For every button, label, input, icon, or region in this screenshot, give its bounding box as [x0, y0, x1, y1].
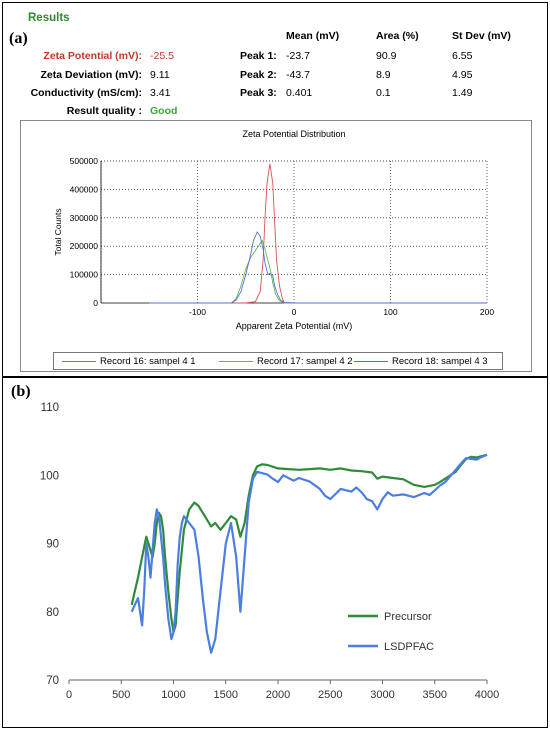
result-quality-label: Result quality :	[66, 105, 142, 117]
panel-b: (b) 0 500 1000 1500 2000 2500 3000 3500 4000 70 80…	[2, 377, 548, 728]
legend-label-record-17: Record 17: sampel 4 2	[257, 356, 353, 367]
y-tick-label: 0	[93, 298, 98, 308]
panel-a: (a) Results Zeta Potential (mV): -25.5 Z…	[2, 2, 548, 377]
panel-b-letter: (b)	[11, 383, 31, 400]
zeta-distribution-legend: Record 16: sampel 4 1 Record 17: sampel …	[53, 352, 503, 370]
y-tick-label: 200000	[70, 241, 99, 251]
legend-swatch-record-18	[354, 360, 388, 362]
x-tick-label: 100	[383, 307, 397, 317]
peak-3-mean: 0.401	[286, 87, 313, 99]
legend-item-record-17: Record 17: sampel 4 2	[219, 356, 353, 367]
y-tick-label: 110	[41, 402, 59, 414]
peak-2-mean: -43.7	[286, 69, 310, 81]
legend-label-lsdpfac: LSDPFAC	[384, 641, 434, 653]
legend-swatch-record-17	[219, 360, 253, 362]
peak-2-stdev: 4.95	[452, 69, 473, 81]
peaks-header-area: Area (%)	[376, 30, 419, 42]
y-tick-label: 80	[46, 607, 59, 619]
series-line-record-17	[149, 239, 487, 304]
zeta-distribution-chart: Zeta Potential Distribution 0 100000 200000…	[20, 120, 532, 372]
x-tick-label: 3500	[423, 689, 447, 701]
y-tick-label: 500000	[70, 156, 99, 166]
legend-swatch-record-16	[62, 360, 96, 362]
peak-1-label: Peak 1:	[240, 50, 277, 62]
peaks-header-mean: Mean (mV)	[286, 30, 340, 42]
x-tick-label: 0	[292, 307, 297, 317]
x-tick-label: 2000	[266, 689, 290, 701]
y-tick-label: 70	[46, 675, 59, 687]
x-tick-label: 500	[112, 689, 130, 701]
peak-1-stdev: 6.55	[452, 50, 473, 62]
panel-a-letter: (a)	[9, 30, 28, 47]
zeta-deviation-value: 9.11	[150, 69, 170, 81]
x-axis-label: Apparent Zeta Potential (mV)	[236, 321, 353, 331]
x-tick-label: 1000	[161, 689, 185, 701]
ftir-chart-svg: 0 500 1000 1500 2000 2500 3000 3500 4000 70 80 90 10…	[40, 402, 499, 701]
peak-3-area: 0.1	[376, 87, 391, 99]
zeta-potential-label: Zeta Potential (mV):	[43, 50, 142, 62]
x-tick-label: 0	[66, 689, 72, 701]
legend-label-precursor: Precursor	[384, 611, 432, 623]
y-tick-label: 100000	[70, 270, 99, 280]
x-tick-label: 1500	[214, 689, 238, 701]
conductivity-value: 3.41	[150, 87, 171, 99]
peak-3-label: Peak 3:	[240, 87, 277, 99]
peak-2-area: 8.9	[376, 69, 391, 81]
series-line-precursor	[130, 453, 488, 634]
peak-1-mean: -23.7	[286, 50, 310, 62]
peak-2-label: Peak 2:	[240, 69, 277, 81]
y-tick-label: 300000	[70, 213, 99, 223]
zeta-distribution-svg: Zeta Potential Distribution 0 100000 200000…	[53, 129, 494, 331]
series-line-lsdpfac	[130, 453, 488, 654]
y-tick-label: 100	[40, 470, 59, 482]
results-title: Results	[28, 12, 70, 24]
x-tick-label: 4000	[475, 689, 499, 701]
result-quality-value: Good	[150, 105, 178, 117]
legend-label-record-16: Record 16: sampel 4 1	[100, 356, 196, 367]
x-tick-label: -100	[189, 307, 206, 317]
peak-1-area: 90.9	[376, 50, 397, 62]
series-line-record-18	[149, 231, 487, 304]
y-tick-label: 400000	[70, 184, 99, 194]
chart-a-title: Zeta Potential Distribution	[242, 129, 345, 139]
x-tick-label: 2500	[318, 689, 342, 701]
legend-item-record-18: Record 18: sampel 4 3	[354, 356, 488, 367]
series-line-record-16	[149, 163, 487, 304]
peak-3-stdev: 1.49	[452, 87, 473, 99]
legend-label-record-18: Record 18: sampel 4 3	[392, 356, 488, 367]
conductivity-label: Conductivity (mS/cm):	[30, 87, 142, 99]
x-tick-label: 200	[480, 307, 494, 317]
zeta-potential-value: -25.5	[150, 50, 174, 62]
legend-item-record-16: Record 16: sampel 4 1	[62, 356, 196, 367]
y-axis-label: Total Counts	[53, 208, 63, 255]
zeta-deviation-label: Zeta Deviation (mV):	[40, 69, 142, 81]
x-tick-label: 3000	[370, 689, 394, 701]
y-tick-label: 90	[46, 539, 59, 551]
peaks-header-stdev: St Dev (mV)	[452, 30, 511, 42]
